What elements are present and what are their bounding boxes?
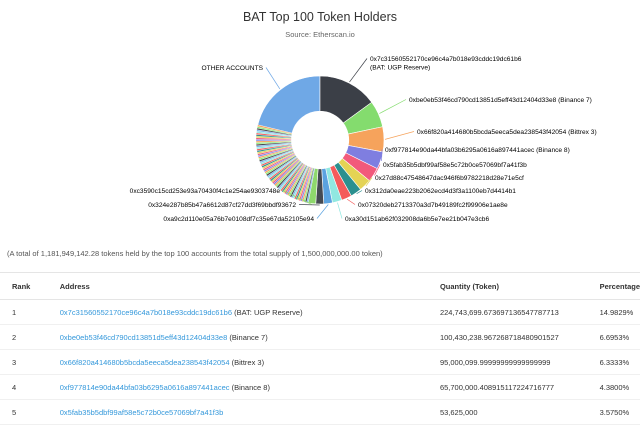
label-connector xyxy=(349,59,367,83)
holdings-note: (A total of 1,181,949,142.28 tokens held… xyxy=(7,249,383,258)
address-link[interactable]: 0x7c31560552170ce96c4a7b018e93cddc19dc61… xyxy=(60,308,232,317)
slice-label: 0x312da0eae223b2062ecd4d3f3a1100eb7d4414… xyxy=(365,188,516,195)
label-connector xyxy=(385,132,414,140)
row-quantity: 100,430,238.967268718480901527 xyxy=(428,325,588,350)
row-rank: 5 xyxy=(0,400,48,425)
table-row: 3 0x66f820a414680b5bcda5eeca5dea238543f4… xyxy=(0,350,640,375)
address-tag: (Binance 7) xyxy=(229,333,267,342)
row-quantity: 65,700,000.408915117224716777 xyxy=(428,375,588,400)
table-row: 1 0x7c31560552170ce96c4a7b018e93cddc19dc… xyxy=(0,300,640,325)
slice-label: 0x324e287b85b47a6612d87cf27dd3f69bbdf936… xyxy=(148,202,296,209)
header-percentage: Percentage xyxy=(588,273,640,300)
row-quantity: 53,625,000 xyxy=(428,400,588,425)
row-address-cell: 0x7c31560552170ce96c4a7b018e93cddc19dc61… xyxy=(48,300,428,325)
row-percentage: 4.3800% xyxy=(588,375,640,400)
label-connector xyxy=(347,199,355,204)
address-link[interactable]: 0xbe0eb53f46cd790cd13851d5eff43d12404d33… xyxy=(60,333,228,342)
slice-label-tag: (BAT: UGP Reserve) xyxy=(370,65,430,72)
slice-label: 0xc3590c15cd253e93a70430f4c1e254ae930374… xyxy=(130,188,281,195)
row-rank: 4 xyxy=(0,375,48,400)
pie-chart: BAT Top 100 Token Holders Source: Ethers… xyxy=(0,0,640,248)
label-connector xyxy=(266,68,280,89)
row-rank: 1 xyxy=(0,300,48,325)
header-quantity: Quantity (Token) xyxy=(428,273,588,300)
header-rank: Rank xyxy=(0,273,48,300)
label-connector xyxy=(379,100,406,114)
slice-label: 0xf977814e90da44bfa03b6295a0616a897441ac… xyxy=(385,147,570,154)
row-address-cell: 0xbe0eb53f46cd790cd13851d5eff43d12404d33… xyxy=(48,325,428,350)
row-quantity: 95,000,099.99999999999999999 xyxy=(428,350,588,375)
slice-label: 0x27d88c47548647dac946f6b9782218d28e71e5… xyxy=(375,175,524,182)
slice-label: OTHER ACCOUNTS xyxy=(201,65,263,72)
address-tag: (Bittrex 3) xyxy=(232,358,265,367)
slice-label: 0x66f820a414680b5bcda5eeca5dea238543f420… xyxy=(417,129,597,136)
row-percentage: 6.3333% xyxy=(588,350,640,375)
address-tag: (Binance 8) xyxy=(232,383,270,392)
pie-slices xyxy=(256,76,384,204)
label-connector xyxy=(337,203,342,219)
chart-subtitle: Source: Etherscan.io xyxy=(285,30,355,39)
slice-label: 0x7c31560552170ce96c4a7b018e93cddc19dc61… xyxy=(370,56,522,63)
table-row: 2 0xbe0eb53f46cd790cd13851d5eff43d12404d… xyxy=(0,325,640,350)
holders-table: Rank Address Quantity (Token) Percentage… xyxy=(0,272,640,425)
chart-title: BAT Top 100 Token Holders xyxy=(243,10,397,24)
row-percentage: 14.9829% xyxy=(588,300,640,325)
slice-label: 0x5fab35b5dbf99af58e5c72b0ce57069bf7a41f… xyxy=(383,162,527,169)
address-link[interactable]: 0xf977814e90da44bfa03b6295a0616a897441ac… xyxy=(60,383,230,392)
table-header-row: Rank Address Quantity (Token) Percentage xyxy=(0,273,640,300)
row-rank: 2 xyxy=(0,325,48,350)
row-quantity: 224,743,699.673697136547787713 xyxy=(428,300,588,325)
table-row: 5 0x5fab35b5dbf99af58e5c72b0ce57069bf7a4… xyxy=(0,400,640,425)
slice-label: 0xa9c2d110e05a76b7e0108df7c35e67da52105e… xyxy=(163,216,314,223)
header-address: Address xyxy=(48,273,428,300)
row-percentage: 6.6953% xyxy=(588,325,640,350)
row-percentage: 3.5750% xyxy=(588,400,640,425)
row-address-cell: 0x5fab35b5dbf99af58e5c72b0ce57069bf7a41f… xyxy=(48,400,428,425)
slice-label: 0xa30d151ab62f032908da6b5e7ee21b047e3cb6 xyxy=(345,216,489,223)
row-address-cell: 0xf977814e90da44bfa03b6295a0616a897441ac… xyxy=(48,375,428,400)
label-connector xyxy=(317,204,328,218)
row-address-cell: 0x66f820a414680b5bcda5eeca5dea238543f420… xyxy=(48,350,428,375)
pie-slice-other-accounts xyxy=(258,76,320,133)
address-link[interactable]: 0x66f820a414680b5bcda5eeca5dea238543f420… xyxy=(60,358,230,367)
slice-label: 0x07320deb2713370a3d7b49189fc2f99906e1ae… xyxy=(358,202,508,209)
table-row: 4 0xf977814e90da44bfa03b6295a0616a897441… xyxy=(0,375,640,400)
address-tag: (BAT: UGP Reserve) xyxy=(234,308,303,317)
address-link[interactable]: 0x5fab35b5dbf99af58e5c72b0ce57069bf7a41f… xyxy=(60,408,224,417)
row-rank: 3 xyxy=(0,350,48,375)
slice-label: 0xbe0eb53f46cd790cd13851d5eff43d12404d33… xyxy=(409,97,592,104)
